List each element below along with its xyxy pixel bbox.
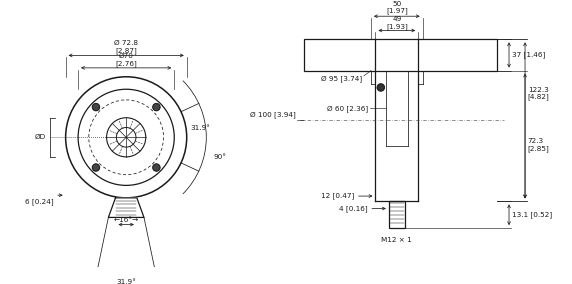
Polygon shape <box>108 198 144 218</box>
Circle shape <box>153 164 160 171</box>
Bar <box>304 39 496 70</box>
Text: 49
[1.93]: 49 [1.93] <box>386 16 408 30</box>
Text: 90°: 90° <box>213 154 227 160</box>
Text: ←16°→: ←16°→ <box>114 217 139 223</box>
Text: 72.3
[2.85]: 72.3 [2.85] <box>528 138 550 152</box>
Text: 6 [0.24]: 6 [0.24] <box>25 198 53 205</box>
Text: 12 [0.47]: 12 [0.47] <box>321 193 354 199</box>
Text: ØD: ØD <box>35 134 46 140</box>
Text: Ø70
[2.76]: Ø70 [2.76] <box>116 53 137 67</box>
Text: Ø 95 [3.74]: Ø 95 [3.74] <box>321 75 362 82</box>
Text: 50
[1.97]: 50 [1.97] <box>386 1 408 14</box>
Text: 31.9°: 31.9° <box>116 279 136 284</box>
Text: Ø 100 [3.94]: Ø 100 [3.94] <box>249 112 295 118</box>
Text: Ø 72.8
[2.87]: Ø 72.8 [2.87] <box>114 40 138 54</box>
Text: Ø 60 [2.36]: Ø 60 [2.36] <box>327 105 368 112</box>
Text: 4 [0.16]: 4 [0.16] <box>339 205 367 212</box>
Circle shape <box>93 164 100 171</box>
Text: 31.9°: 31.9° <box>190 126 210 131</box>
Text: 13.1 [0.52]: 13.1 [0.52] <box>512 211 552 218</box>
Text: 37 [1.46]: 37 [1.46] <box>512 52 545 58</box>
Bar <box>389 201 405 228</box>
Circle shape <box>153 104 160 111</box>
Text: M12 × 1: M12 × 1 <box>382 237 412 243</box>
Text: 122.3
[4.82]: 122.3 [4.82] <box>528 87 550 100</box>
Circle shape <box>93 104 100 111</box>
Circle shape <box>378 84 384 91</box>
